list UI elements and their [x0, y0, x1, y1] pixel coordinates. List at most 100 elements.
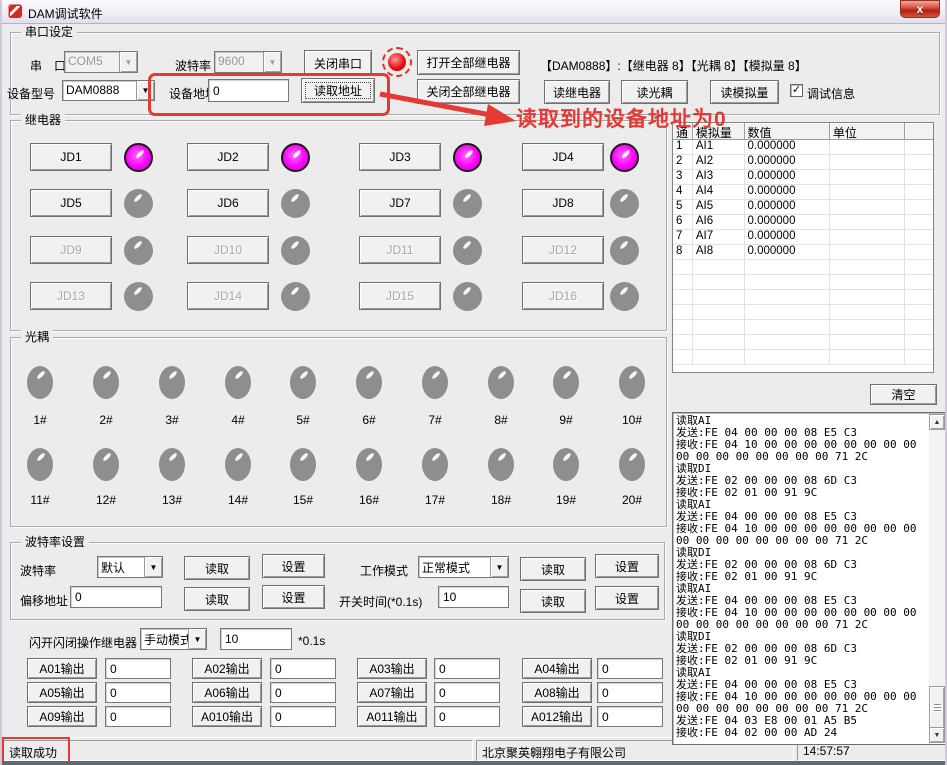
relay-button-jd12[interactable]: JD12: [522, 236, 604, 264]
col-header-unit[interactable]: 单位: [829, 123, 906, 140]
baud-set-button[interactable]: 设置: [262, 554, 325, 578]
scrollbar-thumb[interactable]: [929, 686, 945, 730]
relay-button-jd1[interactable]: JD1: [30, 143, 112, 171]
ao5-output-button[interactable]: A05输出: [27, 682, 97, 703]
relay-button-jd9[interactable]: JD9: [30, 236, 112, 264]
table-row-empty: [673, 350, 933, 365]
baud-select-value: 9600: [218, 54, 245, 68]
ao6-output-input[interactable]: [270, 682, 336, 703]
port-select[interactable]: COM5 ▼: [64, 51, 138, 73]
relay-button-jd10[interactable]: JD10: [187, 236, 269, 264]
opto-led-17: [422, 448, 448, 481]
scroll-up-icon[interactable]: ▲: [929, 414, 945, 430]
relay-led-jd11: [453, 236, 482, 265]
flash-mode-select[interactable]: 手动模式 ▼: [140, 628, 207, 650]
open-all-relays-button[interactable]: 打开全部继电器: [417, 50, 520, 75]
device-addr-input[interactable]: [208, 79, 289, 102]
read-relay-button[interactable]: 读继电器: [544, 80, 610, 104]
ao3-output-button[interactable]: A03输出: [357, 658, 427, 679]
ao12-output-button[interactable]: A012输出: [522, 706, 592, 727]
opto-label-17: 17#: [424, 493, 446, 507]
ao2-output-input[interactable]: [270, 658, 336, 679]
opto-label-16: 16#: [358, 493, 380, 507]
work-mode-set-button[interactable]: 设置: [595, 554, 659, 578]
work-mode-select[interactable]: 正常模式 ▼: [418, 556, 509, 578]
relay-led-jd9: [124, 236, 153, 265]
col-header-value[interactable]: 数值: [744, 123, 830, 140]
ao3-output-input[interactable]: [434, 658, 500, 679]
relay-button-jd8[interactable]: JD8: [522, 189, 604, 217]
opto-group: 光耦: [10, 330, 667, 527]
ao8-output-button[interactable]: A08输出: [522, 682, 592, 703]
offset-set-button[interactable]: 设置: [262, 585, 325, 609]
baud-read-button[interactable]: 读取: [184, 556, 250, 580]
ao1-output-button[interactable]: A01输出: [27, 658, 97, 679]
debug-info-checkbox[interactable]: ✓: [790, 84, 803, 97]
relay-button-jd3[interactable]: JD3: [359, 143, 441, 171]
ao7-output-button[interactable]: A07输出: [357, 682, 427, 703]
work-mode-read-button[interactable]: 读取: [520, 557, 586, 581]
relay-button-jd4[interactable]: JD4: [522, 143, 604, 171]
ao2-output-button[interactable]: A02输出: [192, 658, 262, 679]
ao9-output-button[interactable]: A09输出: [27, 706, 97, 727]
opto-label-9: 9#: [559, 413, 573, 427]
baud-select[interactable]: 9600 ▼: [214, 51, 282, 73]
ao11-output-input[interactable]: [434, 706, 500, 727]
ao7-output-input[interactable]: [434, 682, 500, 703]
ao4-output-input[interactable]: [597, 658, 663, 679]
switch-time-read-button[interactable]: 读取: [520, 589, 586, 613]
ao1-output-input[interactable]: [105, 658, 171, 679]
opto-led-8: [488, 366, 514, 399]
col-header-channel[interactable]: 通: [673, 123, 693, 140]
relay-button-jd15[interactable]: JD15: [359, 282, 441, 310]
relay-button-jd14[interactable]: JD14: [187, 282, 269, 310]
relay-button-jd5[interactable]: JD5: [30, 189, 112, 217]
baud2-select[interactable]: 默认 ▼: [97, 556, 163, 578]
debug-log-panel[interactable]: 读取AI 发送:FE 04 00 00 00 08 E5 C3 接收:FE 04…: [672, 412, 945, 745]
ao11-output-button[interactable]: A011输出: [357, 706, 427, 727]
close-all-relays-button[interactable]: 关闭全部继电器: [417, 79, 520, 104]
relay-group: 继电器: [10, 113, 667, 331]
ao9-output-input[interactable]: [105, 706, 171, 727]
ao10-output-input[interactable]: [270, 706, 336, 727]
relay-button-jd2[interactable]: JD2: [187, 143, 269, 171]
scroll-down-icon[interactable]: ▼: [929, 727, 945, 743]
switch-time-input[interactable]: [438, 586, 509, 608]
table-row: 5 AI5 0.000000: [673, 200, 933, 215]
clear-log-button[interactable]: 清空: [870, 384, 937, 405]
relay-led-jd15: [453, 282, 482, 311]
opto-led-7: [422, 366, 448, 399]
close-button[interactable]: x: [900, 0, 940, 18]
opto-led-10: [619, 366, 645, 399]
ao12-output-input[interactable]: [597, 706, 663, 727]
relay-button-jd13[interactable]: JD13: [30, 282, 112, 310]
relay-button-jd11[interactable]: JD11: [359, 236, 441, 264]
read-opto-button[interactable]: 读光耦: [621, 80, 688, 104]
opto-led-14: [225, 448, 251, 481]
ao4-output-button[interactable]: A04输出: [522, 658, 592, 679]
model-select-value: DAM0888: [66, 83, 120, 97]
switch-time-set-button[interactable]: 设置: [595, 586, 659, 610]
relay-button-jd16[interactable]: JD16: [522, 282, 604, 310]
ao5-output-input[interactable]: [105, 682, 171, 703]
ao10-output-button[interactable]: A010输出: [192, 706, 262, 727]
title-bar: DAM调试软件 x: [2, 0, 945, 24]
cell-ch: 4: [673, 185, 693, 200]
col-header-extra[interactable]: [905, 123, 933, 140]
relay-button-jd7[interactable]: JD7: [359, 189, 441, 217]
cell-extra: [905, 140, 933, 155]
offset-read-button[interactable]: 读取: [184, 587, 250, 611]
read-analog-button[interactable]: 读模拟量: [710, 80, 779, 104]
ao8-output-input[interactable]: [597, 682, 663, 703]
model-select[interactable]: DAM0888 ▼: [62, 80, 155, 101]
annotation-text: 读取到的设备地址为0: [516, 108, 727, 131]
relay-led-jd4: [610, 143, 639, 172]
offset-addr-input[interactable]: [70, 586, 162, 608]
read-addr-button[interactable]: 读取地址: [301, 78, 375, 103]
relay-button-jd6[interactable]: JD6: [187, 189, 269, 217]
flash-time-input[interactable]: [220, 628, 292, 650]
ao6-output-button[interactable]: A06输出: [192, 682, 262, 703]
log-scrollbar[interactable]: ▲ ▼: [929, 414, 945, 743]
col-header-analog[interactable]: 模拟量: [692, 123, 745, 140]
